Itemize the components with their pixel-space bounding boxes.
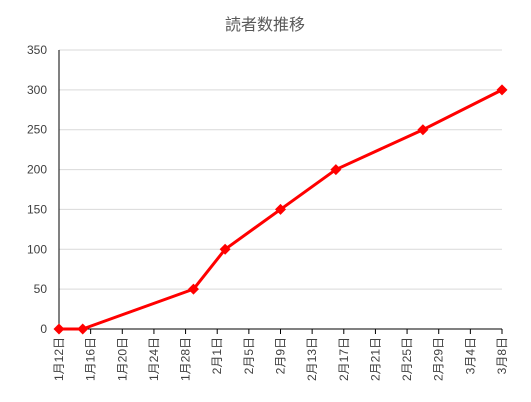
data-point-marker [417,124,429,136]
y-tick-label: 350 [27,43,47,57]
x-tick-label: 1月28日 [179,337,193,381]
data-point-marker [53,323,65,335]
x-tick-label: 3月4日 [463,337,477,374]
y-tick-label: 250 [27,123,47,137]
data-point-marker [187,283,199,295]
x-tick-label: 2月1日 [210,337,224,374]
x-tick-label: 2月9日 [274,337,288,374]
x-tick-label: 1月16日 [84,337,98,381]
data-point-marker [219,243,231,255]
y-axis: 0 50 100 150 200 250 300 350 [27,43,60,336]
x-tick-label: 1月12日 [52,337,66,381]
x-tick-label: 2月21日 [368,337,382,381]
y-tick-label: 50 [34,282,48,296]
x-tick-label: 1月24日 [147,337,161,381]
data-point-marker [77,323,89,335]
x-tick-label: 1月20日 [115,337,129,381]
gridlines [59,49,502,290]
x-tick-label: 2月29日 [432,337,446,381]
y-tick-label: 300 [27,83,47,97]
x-tick-label: 2月25日 [400,337,414,381]
y-tick-label: 100 [27,242,47,256]
chart-title: 読者数推移 [225,15,305,34]
data-point-marker [330,164,342,176]
x-axis: 1月12日 1月16日 1月20日 1月24日 1月28日 2月1日 2月5日 2月9日 2月1… [52,328,509,381]
x-tick-label: 2月13日 [305,337,319,381]
series-layer [53,84,508,335]
y-tick-label: 200 [27,163,47,177]
series-line [59,88,503,331]
x-tick-label: 2月17日 [337,337,351,381]
y-tick-label: 0 [40,322,47,336]
y-tick-label: 150 [27,202,47,216]
data-point-marker [496,84,508,96]
data-point-marker [275,203,286,215]
x-tick-label: 2月5日 [242,337,256,374]
x-tick-label: 3月8日 [495,337,509,374]
